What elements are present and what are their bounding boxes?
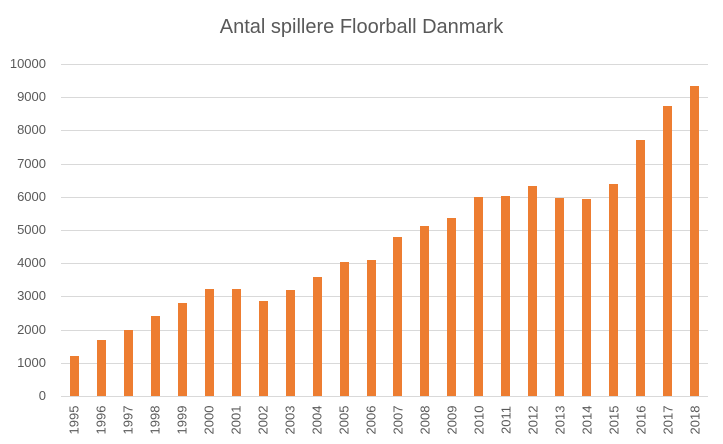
x-tick-label: 2007	[390, 402, 406, 438]
x-tick-label: 2014	[579, 402, 595, 438]
bar-2017	[663, 105, 673, 396]
x-tick-label: 2015	[606, 402, 622, 438]
x-tick-text: 2000	[201, 405, 217, 435]
gridline	[61, 64, 708, 65]
gridline	[61, 164, 708, 165]
y-tick-label: 3000	[17, 288, 46, 304]
bar-2015	[609, 183, 619, 396]
x-tick-label: 2008	[417, 402, 433, 438]
bar-1998	[150, 315, 160, 396]
bar-2003	[285, 289, 295, 396]
x-tick-text: 1997	[120, 405, 136, 435]
bar-2005	[339, 261, 349, 396]
bar-2007	[393, 236, 403, 396]
y-tick-label: 8000	[17, 122, 46, 138]
x-tick-label: 2004	[309, 402, 325, 438]
x-tick-text: 2004	[309, 405, 325, 435]
x-tick-label: 2012	[525, 402, 541, 438]
y-tick-label: 10000	[9, 56, 46, 71]
y-tick-label: 1000	[17, 354, 46, 370]
x-tick-label: 1999	[174, 402, 190, 438]
bar-2014	[582, 198, 592, 396]
bar-1995	[69, 356, 79, 396]
x-tick-label: 2017	[660, 402, 676, 438]
x-tick-label: 2016	[633, 402, 649, 438]
y-tick-label: 4000	[17, 255, 46, 271]
bar-2011	[501, 196, 511, 396]
y-tick-label: 6000	[17, 188, 46, 204]
x-tick-text: 2001	[228, 405, 244, 435]
x-tick-text: 2003	[282, 405, 298, 435]
x-tick-label: 2003	[282, 402, 298, 438]
gridline	[61, 263, 708, 264]
x-tick-label: 1995	[66, 402, 82, 438]
gridline	[61, 130, 708, 131]
x-tick-label: 2005	[336, 402, 352, 438]
x-tick-text: 2018	[687, 405, 703, 435]
x-tick-label: 1997	[120, 402, 136, 438]
bar-1997	[123, 329, 133, 396]
gridline	[61, 97, 708, 98]
x-tick-text: 2014	[579, 405, 595, 435]
x-tick-text: 2017	[660, 405, 676, 435]
bar-2006	[366, 260, 376, 396]
x-tick-label: 2006	[363, 402, 379, 438]
x-tick-label: 1998	[147, 402, 163, 438]
x-tick-label: 2011	[498, 402, 514, 438]
x-tick-label: 2000	[201, 402, 217, 438]
x-tick-text: 1995	[66, 405, 82, 435]
bar-2010	[474, 196, 484, 396]
x-tick-text: 1996	[93, 405, 109, 435]
gridline	[61, 197, 708, 198]
gridline	[61, 363, 708, 364]
bar-2000	[204, 289, 214, 396]
x-tick-text: 2007	[390, 405, 406, 435]
gridline	[61, 230, 708, 231]
x-tick-text: 1998	[147, 405, 163, 435]
x-tick-text: 2011	[498, 406, 514, 434]
y-tick-label: 9000	[17, 89, 46, 105]
x-tick-text: 2015	[606, 405, 622, 435]
x-tick-label: 1996	[93, 402, 109, 438]
x-tick-text: 2002	[255, 405, 271, 435]
x-tick-text: 2013	[552, 405, 568, 435]
x-tick-label: 2009	[444, 402, 460, 438]
x-tick-label: 2018	[687, 402, 703, 438]
x-tick-text: 2016	[633, 405, 649, 435]
x-tick-text: 2009	[444, 405, 460, 435]
x-tick-text: 2008	[417, 405, 433, 435]
bar-2009	[447, 217, 457, 396]
gridline	[61, 396, 708, 397]
x-tick-text: 1999	[174, 405, 190, 435]
y-tick-label: 5000	[17, 222, 46, 237]
y-tick-label: 2000	[17, 321, 46, 337]
x-tick-text: 2005	[336, 405, 352, 435]
gridline	[61, 330, 708, 331]
x-tick-label: 2001	[228, 402, 244, 438]
bar-2008	[420, 225, 430, 396]
bar-2013	[555, 197, 565, 396]
bar-1999	[177, 302, 187, 396]
y-tick-label: 0	[38, 388, 46, 403]
x-tick-text: 2012	[525, 405, 541, 435]
x-tick-label: 2013	[552, 402, 568, 438]
y-tick-label: 7000	[17, 155, 46, 171]
bar-2001	[231, 288, 241, 396]
bar-1996	[96, 339, 106, 396]
x-tick-text: 2010	[471, 405, 487, 435]
chart-title: Antal spillere Floorball Danmark	[219, 16, 504, 38]
gridline	[61, 296, 708, 297]
x-tick-label: 2002	[255, 402, 271, 438]
x-tick-text: 2006	[363, 405, 379, 435]
x-tick-label: 2010	[471, 402, 487, 438]
bar-2012	[528, 186, 538, 396]
bar-2016	[636, 139, 646, 396]
bar-2004	[312, 277, 322, 396]
bar-2018	[690, 86, 700, 396]
bar-2002	[258, 300, 268, 396]
